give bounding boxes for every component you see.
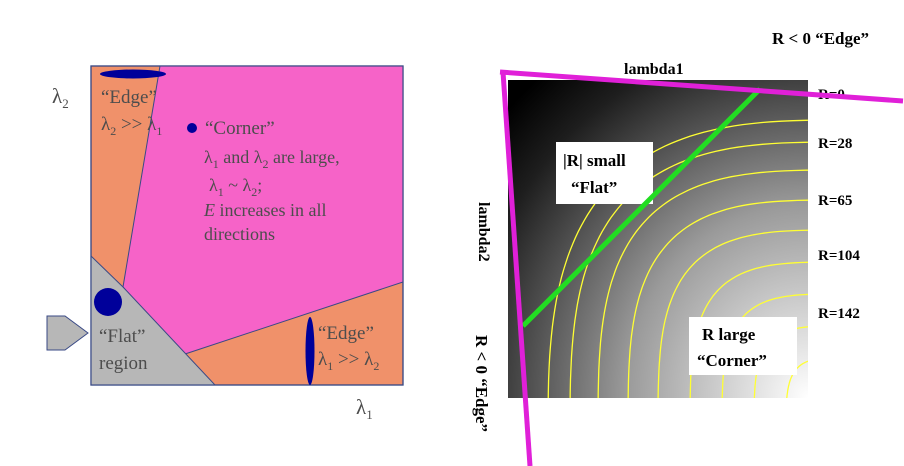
- edge-top-condition: λ2 >> λ1: [101, 114, 162, 138]
- green-diagonal-line: [521, 87, 762, 328]
- corner-title: “Corner”: [205, 118, 275, 139]
- magenta-top-line: [499, 69, 904, 104]
- corner-box: [689, 317, 797, 375]
- axis-lambda1-label: λ1: [356, 395, 373, 422]
- corner-description-line2: directions: [204, 224, 275, 244]
- corner-box-line1: R large: [702, 325, 756, 344]
- flat-box: [556, 142, 653, 204]
- edge-top-ellipse: [100, 69, 166, 79]
- contour-label-r142: R=142: [818, 306, 860, 322]
- bottom-edge-label: R < 0 “Edge”: [472, 335, 491, 432]
- magenta-left-line: [500, 71, 533, 466]
- axis-lambda2-label: λ2: [52, 84, 69, 111]
- edge-right-condition: λ1 >> λ2: [318, 349, 379, 373]
- contour-line: [627, 199, 808, 398]
- corner-condition-line2: λ1 ~ λ2;: [209, 175, 262, 199]
- edge-right-title: “Edge”: [318, 323, 374, 344]
- corner-box-line2: “Corner”: [697, 351, 767, 370]
- corner-condition-line1: λ1 and λ2 are large,: [204, 147, 340, 171]
- left-diagram: λ2 λ1 “Edge” λ2 >> λ1 “Corner” λ1 and λ2…: [46, 65, 404, 422]
- right-diagram: R < 0 “Edge” lambda1 lambda2 R < 0 “Edge…: [472, 29, 904, 466]
- arrow-marker: [46, 315, 89, 351]
- flat-box-line1: |R| small: [563, 151, 626, 170]
- flat-dot: [94, 288, 122, 316]
- corner-dot: [187, 123, 197, 133]
- top-edge-label: R < 0 “Edge”: [772, 29, 869, 48]
- contour-line: [597, 169, 808, 398]
- lambda1-axis-label: lambda1: [624, 61, 684, 78]
- contour-label-r65: R=65: [818, 193, 852, 209]
- edge-top-title: “Edge”: [101, 87, 157, 108]
- contour-label-r28: R=28: [818, 136, 852, 152]
- flat-line2: region: [99, 353, 148, 374]
- flat-box-line2: “Flat”: [571, 178, 617, 197]
- corner-description-line1: E increases in all: [203, 200, 326, 220]
- contour-line: [818, 390, 848, 438]
- contour-label-r104: R=104: [818, 248, 860, 264]
- left-panel-frame: [90, 65, 404, 386]
- contour-line: [657, 229, 808, 398]
- edge-right-ellipse: [305, 317, 315, 385]
- flat-title: “Flat”: [99, 326, 145, 347]
- lambda2-axis-label: lambda2: [475, 202, 492, 262]
